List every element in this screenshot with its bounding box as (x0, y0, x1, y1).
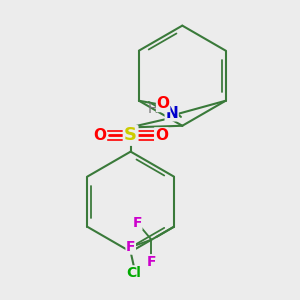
Text: O: O (157, 97, 170, 112)
Text: S: S (124, 127, 137, 145)
Text: O: O (155, 128, 168, 143)
Text: N: N (165, 106, 178, 121)
Text: F: F (133, 216, 142, 230)
Text: F: F (126, 240, 136, 254)
Text: F: F (147, 255, 156, 268)
Text: H: H (148, 102, 158, 116)
Text: Cl: Cl (126, 266, 141, 280)
Text: O: O (93, 128, 106, 143)
